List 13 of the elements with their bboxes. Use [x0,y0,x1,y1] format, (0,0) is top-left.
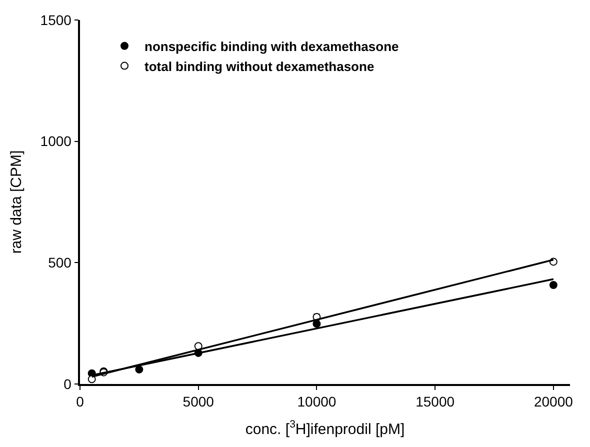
y-tick-label: 500 [48,254,72,271]
legend-label: nonspecific binding with dexamethasone [144,38,399,54]
y-tick-label: 0 [64,376,72,392]
x-axis-title: conc. [$^{3}$H]ifenprodil [pM] [245,418,405,438]
y-tick-label: 1500 [40,12,72,28]
y-tick-label: 1000 [40,133,72,150]
y-axis-title: raw data [CPM] [8,150,26,254]
x-tick-label: 15000 [416,394,455,410]
x-tick-label: 10000 [297,394,336,410]
x-tick-label: 0 [76,394,84,410]
x-tick-label: 20000 [534,394,574,410]
x-tick-label: 5000 [182,394,214,410]
legend-label: total binding without dexamethasone [144,58,374,74]
